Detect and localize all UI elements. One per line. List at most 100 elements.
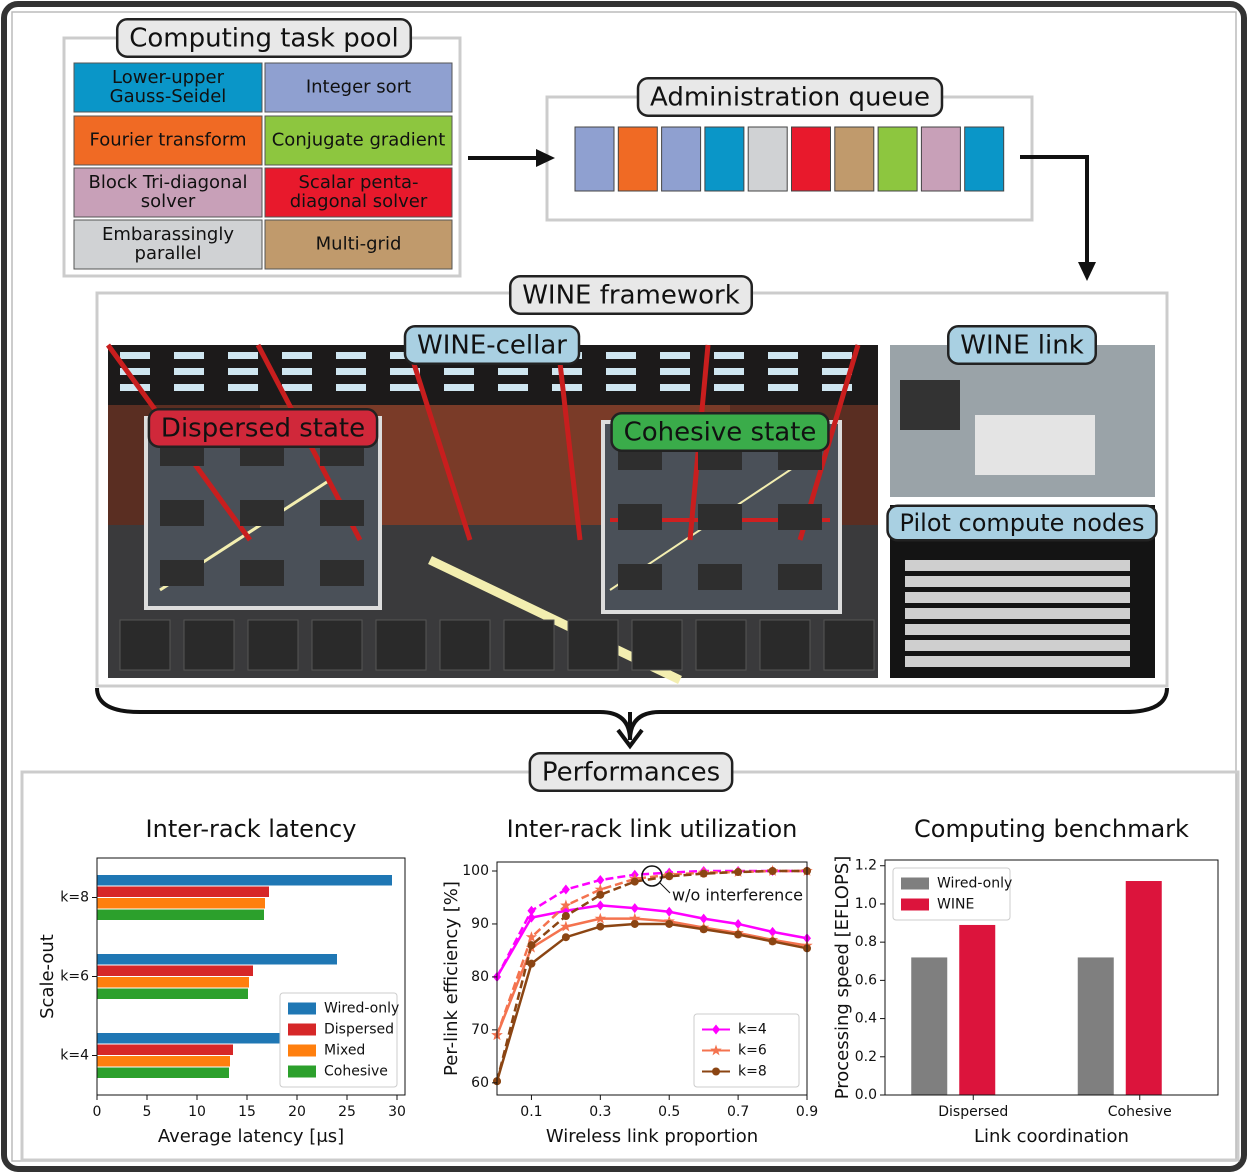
bar	[97, 875, 392, 886]
y-tick-label: 0.6	[855, 972, 877, 988]
marker	[560, 899, 572, 911]
server	[905, 624, 1130, 635]
queue-item	[747, 126, 788, 192]
series-line	[495, 869, 807, 1082]
ceiling-light	[174, 368, 204, 375]
task-cell	[73, 62, 263, 113]
plot-frame	[496, 861, 808, 1096]
task-label: Gauss-Seidel	[110, 86, 227, 107]
pill-text: Pilot compute nodes	[900, 509, 1145, 537]
marker	[630, 903, 639, 914]
y-tick-label: k=6	[60, 969, 89, 985]
y-tick-label: 100	[462, 863, 489, 879]
x-tick-label: 0.3	[589, 1104, 611, 1120]
pill-text: Computing task pool	[129, 24, 399, 54]
ceiling-light	[714, 368, 744, 375]
x-tick-label: 5	[143, 1104, 152, 1120]
annotation-circle	[641, 865, 663, 887]
bar	[97, 977, 249, 988]
ceiling-light	[336, 352, 366, 359]
pill-box	[115, 18, 413, 58]
server	[905, 592, 1130, 603]
marker	[596, 875, 605, 886]
bar	[1125, 881, 1162, 1095]
chart-title: Computing benchmark	[914, 815, 1189, 843]
x-tick-label: 0.5	[658, 1104, 680, 1120]
queue-item	[964, 126, 1005, 192]
marker	[596, 900, 605, 911]
legend-label: Cohesive	[324, 1064, 388, 1080]
pill-text: WINE-cellar	[417, 331, 567, 361]
beam	[555, 344, 583, 541]
legend-label: k=6	[738, 1043, 767, 1059]
arrows	[95, 155, 1169, 741]
marker	[699, 925, 708, 934]
marker	[527, 912, 536, 923]
rack	[119, 619, 171, 671]
ceiling-light	[228, 352, 258, 359]
legend-label: Dispersed	[324, 1022, 394, 1038]
pill-box	[610, 412, 830, 452]
rack	[240, 560, 284, 586]
marker	[768, 937, 777, 946]
queue-item	[834, 126, 875, 192]
pill-box	[528, 752, 734, 792]
rack	[375, 619, 427, 671]
y-tick-label: k=8	[60, 890, 89, 906]
series-line	[495, 917, 808, 1036]
legend-box	[279, 992, 398, 1088]
rack	[160, 500, 204, 526]
marker	[734, 918, 743, 929]
bar	[97, 1033, 282, 1044]
x-tick-label: 0.7	[727, 1104, 749, 1120]
pill-text: Administration queue	[650, 83, 930, 113]
x-tick-label: 15	[238, 1104, 256, 1120]
rack	[618, 504, 662, 530]
marker	[594, 883, 606, 895]
label-pill: Cohesive state	[610, 412, 830, 452]
x-tick-label: 0.1	[520, 1104, 542, 1120]
queue-item	[704, 126, 745, 192]
ceiling-light	[822, 368, 852, 375]
pill-text: WINE framework	[522, 281, 740, 311]
marker	[768, 926, 777, 937]
ceiling-light	[606, 352, 636, 359]
rack	[695, 619, 747, 671]
rack	[567, 619, 619, 671]
task-label: Lower-upper	[112, 67, 225, 88]
marker	[665, 906, 674, 917]
legend-label: k=4	[738, 1022, 767, 1038]
x-axis-label: Average latency [μs]	[158, 1126, 344, 1147]
marker	[734, 868, 743, 877]
bar	[97, 954, 337, 965]
label-pill: Performances	[528, 752, 734, 792]
x-tick-label: 10	[188, 1104, 206, 1120]
pill-box	[403, 325, 581, 365]
rack	[778, 504, 822, 530]
task-label: Fourier transform	[90, 130, 247, 151]
ceiling-light	[228, 368, 258, 375]
marker	[734, 930, 743, 939]
ceiling-light	[660, 352, 690, 359]
ceiling-light	[390, 384, 420, 391]
ceiling-light	[552, 368, 582, 375]
rack	[759, 619, 811, 671]
task-label: Integer sort	[306, 77, 411, 98]
series-line	[495, 904, 808, 978]
instrument	[975, 415, 1095, 475]
series-line	[495, 869, 807, 1036]
task-cell	[73, 167, 263, 218]
marker	[699, 869, 708, 878]
pill-text: Performances	[542, 758, 720, 788]
server	[905, 608, 1130, 619]
ceiling-light	[282, 384, 312, 391]
rack	[631, 619, 683, 671]
ceiling-light	[768, 352, 798, 359]
marker	[561, 912, 570, 921]
marker	[527, 959, 536, 968]
pill-box	[636, 77, 944, 117]
queue-item	[574, 126, 615, 192]
pill-text: WINE link	[960, 331, 1084, 361]
arrow-heads	[536, 149, 1096, 750]
bar	[911, 957, 948, 1095]
